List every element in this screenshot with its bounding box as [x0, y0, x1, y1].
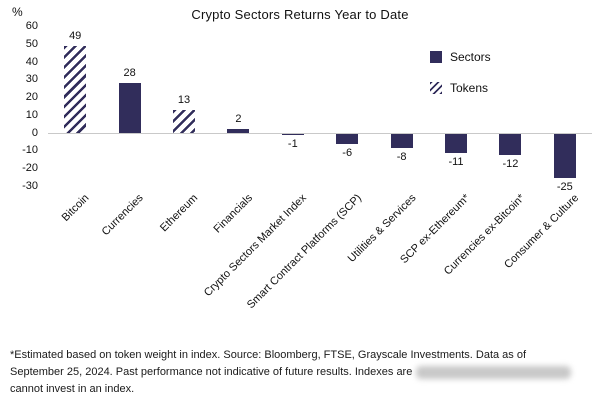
legend-item-sectors: Sectors — [430, 50, 491, 64]
value-label: -6 — [342, 147, 353, 160]
legend-item-tokens: Tokens — [430, 81, 491, 95]
bar — [390, 133, 413, 148]
tokens-swatch-icon — [430, 82, 442, 94]
value-label: -25 — [556, 181, 573, 194]
y-tick-label: 30 — [25, 73, 38, 86]
x-axis-line — [48, 132, 592, 134]
y-tick-label: 50 — [25, 37, 38, 50]
value-label: 2 — [235, 113, 242, 126]
y-tick-label: 0 — [31, 126, 38, 139]
y-tick-label: 40 — [25, 55, 38, 68]
bar — [499, 133, 522, 155]
x-tick-label: Bitcoin — [59, 192, 92, 224]
y-tick-label: -30 — [22, 180, 38, 192]
legend-label-sectors: Sectors — [450, 50, 491, 64]
chart-title: Crypto Sectors Returns Year to Date — [191, 7, 409, 22]
footnote: *Estimated based on token weight in inde… — [10, 347, 594, 398]
x-tick-label: Currencies — [100, 192, 147, 239]
bar — [336, 133, 359, 145]
legend: Sectors Tokens — [430, 50, 491, 112]
value-label: -11 — [448, 156, 464, 169]
footnote-line2: September 25, 2024. Past performance not… — [10, 366, 413, 379]
y-tick-label: -20 — [22, 162, 38, 175]
redacted-watermark-blur — [416, 365, 572, 379]
sectors-swatch-icon — [430, 51, 442, 63]
x-tick-label: Smart Contract Platforms (SCP) — [244, 192, 364, 312]
x-tick-label: Financials — [211, 192, 255, 236]
x-tick-label: Crypto Sectors Market Index — [202, 192, 310, 300]
bar — [173, 109, 195, 133]
bar — [281, 133, 304, 136]
bar — [553, 133, 576, 179]
footnote-line3: cannot invest in an index. — [10, 383, 135, 396]
y-tick-label: 60 — [25, 20, 38, 32]
x-tick-label: Ethereum — [158, 192, 201, 235]
y-axis-unit-label: % — [12, 5, 23, 19]
y-tick-label: 20 — [25, 91, 38, 104]
y-tick-label: -10 — [22, 144, 38, 157]
value-label: 28 — [123, 66, 136, 79]
value-label: 13 — [177, 93, 191, 106]
value-label: -1 — [287, 138, 298, 151]
bar — [118, 82, 141, 133]
bar — [445, 133, 467, 154]
value-label: -12 — [502, 158, 519, 170]
footnote-line1: *Estimated based on token weight in inde… — [10, 349, 527, 361]
value-label: 49 — [69, 29, 82, 42]
legend-label-tokens: Tokens — [450, 81, 489, 95]
bar — [64, 45, 87, 133]
bar — [227, 129, 250, 133]
value-label: -8 — [396, 150, 407, 163]
y-tick-label: 10 — [25, 108, 38, 121]
